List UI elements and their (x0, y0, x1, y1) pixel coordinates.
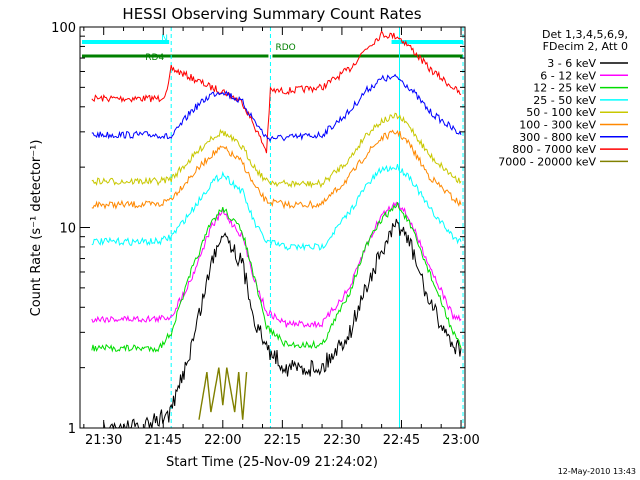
annotation-label-rd4: RD4 (145, 53, 164, 63)
legend-label-4: 50 - 100 keV (526, 106, 596, 119)
series-line-3-6-kev (103, 218, 462, 430)
series-line-800-7000-kev (91, 30, 462, 154)
legend-label-5: 100 - 300 keV (519, 119, 596, 132)
annotation-label-rdo: RDO (275, 43, 295, 53)
x-tick-label-3: 22:15 (264, 433, 301, 448)
x-tick-label-5: 22:45 (383, 433, 420, 448)
series-line-7000-20000-kev (198, 367, 248, 420)
legend-header-line-1: Det 1,3,4,5,6,9, (542, 28, 628, 41)
legend-label-1: 6 - 12 keV (540, 69, 596, 82)
series-line-300-800-kev (91, 73, 462, 143)
x-axis-label: Start Time (25-Nov-09 21:24:02) (166, 455, 378, 470)
x-ticks: 21:30 21:45 22:00 22:15 22:30 22:45 23:00 (83, 27, 480, 448)
y-tick-label-2: 100 (51, 21, 76, 36)
annotation-label-n: N (161, 34, 168, 44)
y-axis-label: Count Rate (s⁻¹ detector⁻¹) (29, 140, 44, 317)
legend-label-2: 12 - 25 keV (533, 82, 596, 95)
plot-area: N RDO RD4 1 10 100 21:30 21:45 22:00 22:15 22:30… (51, 21, 480, 448)
legend: Det 1,3,4,5,6,9, FDecim 2, Att 0 3 - 6 k… (498, 28, 628, 168)
legend-label-6: 300 - 800 keV (519, 131, 596, 144)
legend-label-8: 7000 - 20000 keV (498, 155, 596, 168)
legend-label-3: 25 - 50 keV (533, 94, 596, 107)
legend-header-line-2: FDecim 2, Att 0 (543, 40, 628, 53)
x-tick-label-0: 21:30 (85, 433, 122, 448)
series-line-100-300-kev (91, 129, 462, 210)
x-tick-label-4: 22:30 (323, 433, 360, 448)
x-tick-label-6: 23:00 (442, 433, 479, 448)
y-tick-label-1: 10 (59, 222, 76, 237)
series-line-12-25-kev (91, 202, 462, 353)
series-line-50-100-kev (91, 112, 462, 189)
y-tick-label-0: 1 (68, 422, 76, 437)
footer-timestamp: 12-May-2010 13:43 (558, 467, 636, 476)
y-ticks: 1 10 100 (51, 21, 465, 437)
series-line-25-50-kev (91, 163, 462, 252)
x-tick-label-2: 22:00 (204, 433, 241, 448)
chart-title: HESSI Observing Summary Count Rates (122, 5, 421, 23)
series-group (91, 30, 462, 430)
legend-label-0: 3 - 6 keV (547, 57, 596, 70)
legend-label-7: 800 - 7000 keV (512, 143, 596, 156)
x-tick-label-1: 21:45 (145, 433, 182, 448)
series-line-6-12-kev (91, 201, 462, 329)
